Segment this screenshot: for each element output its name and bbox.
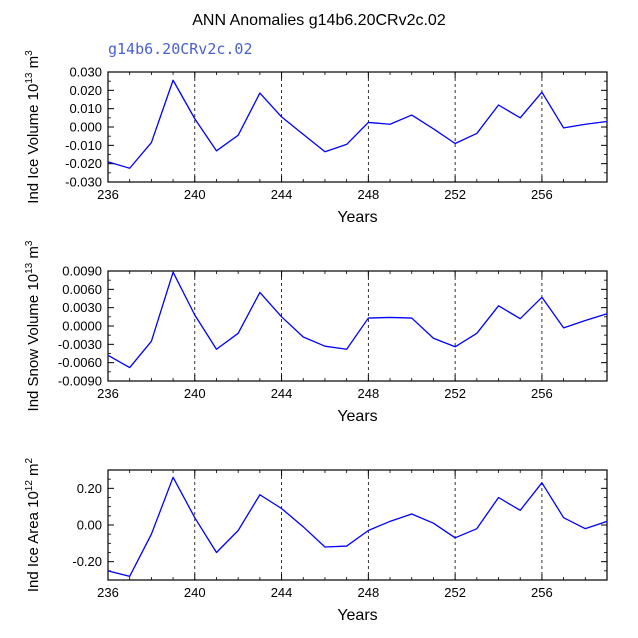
y-axis-title-unit-exp: 3 <box>24 240 35 246</box>
panels-group: 236 240 244 248 252 256 -0.030 -0.020 -0.010 0.00… <box>24 50 608 624</box>
y-axis-title-main: Ind Ice Volume 10 <box>25 84 42 204</box>
y-axis-title-unit: m <box>25 463 42 480</box>
legend-label: g14b6.20CRv2c.02 <box>108 40 253 58</box>
y-tick-label: 0.0060 <box>62 282 102 297</box>
y-axis-title-exp: 13 <box>24 72 35 84</box>
x-tick-label: 240 <box>184 386 206 401</box>
y-axis-title-unit-exp: 3 <box>24 50 35 56</box>
y-axis-title-unit: m <box>25 246 42 263</box>
y-tick-label: -0.0060 <box>58 355 102 370</box>
x-tick-label: 236 <box>97 187 119 202</box>
y-tick-label: 0.000 <box>69 120 102 135</box>
y-axis-title: Ind Snow Volume 1013 m3 <box>24 240 42 411</box>
y-tick-label: 0.0000 <box>62 319 102 334</box>
series-line <box>107 476 608 577</box>
x-tick-label: 248 <box>357 187 379 202</box>
y-axis-title-main: Ind Snow Volume 10 <box>25 274 42 412</box>
x-axis-title: Years <box>337 209 377 226</box>
x-tick-label: 256 <box>531 187 553 202</box>
series-line <box>107 79 608 169</box>
x-tick-label: 240 <box>184 585 206 600</box>
y-tick-label: 0.030 <box>69 65 102 80</box>
x-tick-label: 248 <box>357 585 379 600</box>
y-tick-label: -0.020 <box>65 156 102 171</box>
panel-3: 236 240 244 248 252 256 -0.20 0.00 0.20 Years Ind … <box>24 457 608 624</box>
plot-frame <box>107 270 608 382</box>
series-line <box>107 271 608 369</box>
x-tick-label: 236 <box>97 386 119 401</box>
y-tick-label: -0.0090 <box>58 374 102 389</box>
y-tick-label: -0.010 <box>65 138 102 153</box>
y-tick-label: 0.20 <box>77 481 102 496</box>
x-axis-title: Years <box>337 408 377 425</box>
x-tick-label: 252 <box>444 187 466 202</box>
y-tick-label: -0.0030 <box>58 337 102 352</box>
x-tick-label: 252 <box>444 386 466 401</box>
x-tick-label: 240 <box>184 187 206 202</box>
x-tick-label: 256 <box>531 585 553 600</box>
x-tick-label: 244 <box>271 187 293 202</box>
y-axis-title: Ind Ice Volume 1013 m3 <box>24 50 42 204</box>
figure-title: ANN Anomalies g14b6.20CRv2c.02 <box>192 12 446 29</box>
y-axis-title: Ind Ice Area 1012 m2 <box>24 457 42 592</box>
x-tick-label: 244 <box>271 386 293 401</box>
y-tick-label: -0.20 <box>72 554 102 569</box>
x-axis-title: Years <box>337 607 377 624</box>
x-tick-label: 252 <box>444 585 466 600</box>
y-tick-label: 0.0090 <box>62 264 102 279</box>
y-axis-title-exp: 12 <box>24 480 35 492</box>
y-axis-title-main: Ind Ice Area 10 <box>25 491 42 592</box>
plot-frame <box>107 71 608 183</box>
y-axis-title-exp: 13 <box>24 262 35 274</box>
y-axis-title-unit: m <box>25 56 42 73</box>
x-tick-label: 236 <box>97 585 119 600</box>
y-axis-title-unit-exp: 2 <box>24 457 35 463</box>
x-tick-label: 248 <box>357 386 379 401</box>
x-tick-label: 256 <box>531 386 553 401</box>
y-tick-label: 0.0030 <box>62 300 102 315</box>
x-tick-label: 244 <box>271 585 293 600</box>
plot-frame <box>107 469 608 581</box>
y-tick-label: 0.020 <box>69 83 102 98</box>
panel-2: 236 240 244 248 252 256 -0.0090 -0.0060 -0.0030 0… <box>24 240 608 425</box>
y-tick-label: 0.010 <box>69 101 102 116</box>
panel-1: 236 240 244 248 252 256 -0.030 -0.020 -0.010 0.00… <box>24 50 608 226</box>
y-tick-label: -0.030 <box>65 175 102 190</box>
y-tick-label: 0.00 <box>77 518 102 533</box>
